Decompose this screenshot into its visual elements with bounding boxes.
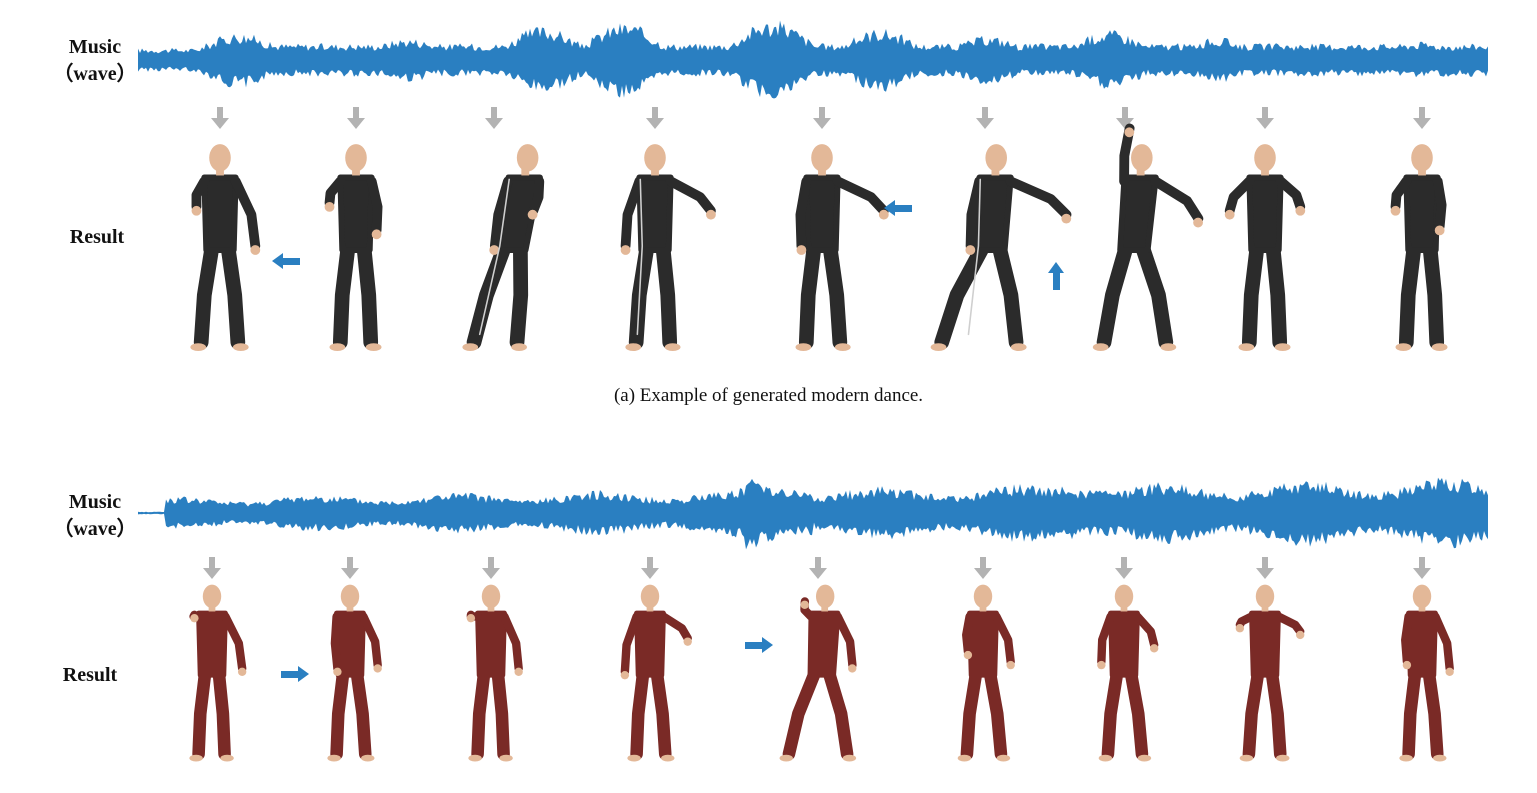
arrow-down-icon [974, 557, 992, 579]
arrow-down-icon [482, 557, 500, 579]
arrow-down-icon [1413, 557, 1431, 579]
arrow-down-icon [1413, 107, 1431, 129]
dancer-figure [1224, 144, 1306, 352]
arrow-down-icon [809, 557, 827, 579]
dancer-figure [1390, 144, 1448, 352]
panel-b-dance: Music （wave） Result [0, 440, 1537, 793]
music-label-line2: （wave） [53, 518, 137, 540]
arrow-down-icon [813, 107, 831, 129]
arrow-down-icon [976, 107, 994, 129]
dancer-figure [1097, 584, 1159, 762]
arrow-down-icon [347, 107, 365, 129]
left-arrow-icon [884, 200, 912, 216]
right-arrow-icon [745, 637, 773, 653]
up-arrow-icon [1048, 262, 1064, 290]
dancer-figure [795, 144, 889, 352]
music-wave-label: Music （wave） [50, 489, 140, 543]
arrow-down-icon [341, 557, 359, 579]
music-wave-label: Music （wave） [50, 34, 140, 88]
left-arrow-icon [272, 253, 300, 269]
dancer-figure [930, 144, 1072, 352]
waveform-shape [138, 477, 1488, 550]
result-label: Result [62, 664, 118, 686]
right-arrow-icon [281, 666, 309, 682]
dancer-figure [324, 144, 383, 352]
dancer-figure [1399, 584, 1454, 762]
music-waveform [138, 477, 1488, 550]
music-label-line1: Music [68, 491, 122, 513]
dancer-figure [462, 144, 545, 352]
dancer-figure [957, 584, 1015, 762]
dancer-figure [189, 584, 247, 762]
dancer-figure [779, 584, 857, 762]
dancer-figure [620, 584, 692, 762]
dance-pose-sequence [189, 557, 1454, 762]
dancer-figure [190, 144, 261, 352]
dancer-figure [620, 144, 716, 352]
arrow-down-icon [1116, 107, 1134, 129]
music-label-line2: （wave） [53, 63, 137, 85]
arrow-down-icon [485, 107, 503, 129]
waveform-shape [138, 20, 1488, 99]
dance-pose-sequence [190, 107, 1448, 352]
arrow-down-icon [211, 107, 229, 129]
arrow-down-icon [1115, 557, 1133, 579]
dancer-figure [1092, 123, 1204, 352]
arrow-down-icon [203, 557, 221, 579]
dancer-figure [327, 584, 382, 762]
arrow-down-icon [646, 107, 664, 129]
arrow-down-icon [1256, 107, 1274, 129]
arrow-down-icon [641, 557, 659, 579]
dancer-figure [1235, 584, 1305, 762]
figure-caption: (a) Example of generated modern dance. [613, 385, 924, 406]
panel-a-modern-dance: Music （wave） Result (a) Example of gener… [50, 20, 1488, 406]
arrow-down-icon [1256, 557, 1274, 579]
music-waveform [138, 20, 1488, 99]
result-label: Result [69, 226, 125, 248]
dancer-figure [466, 584, 523, 762]
music-label-line1: Music [68, 36, 122, 58]
